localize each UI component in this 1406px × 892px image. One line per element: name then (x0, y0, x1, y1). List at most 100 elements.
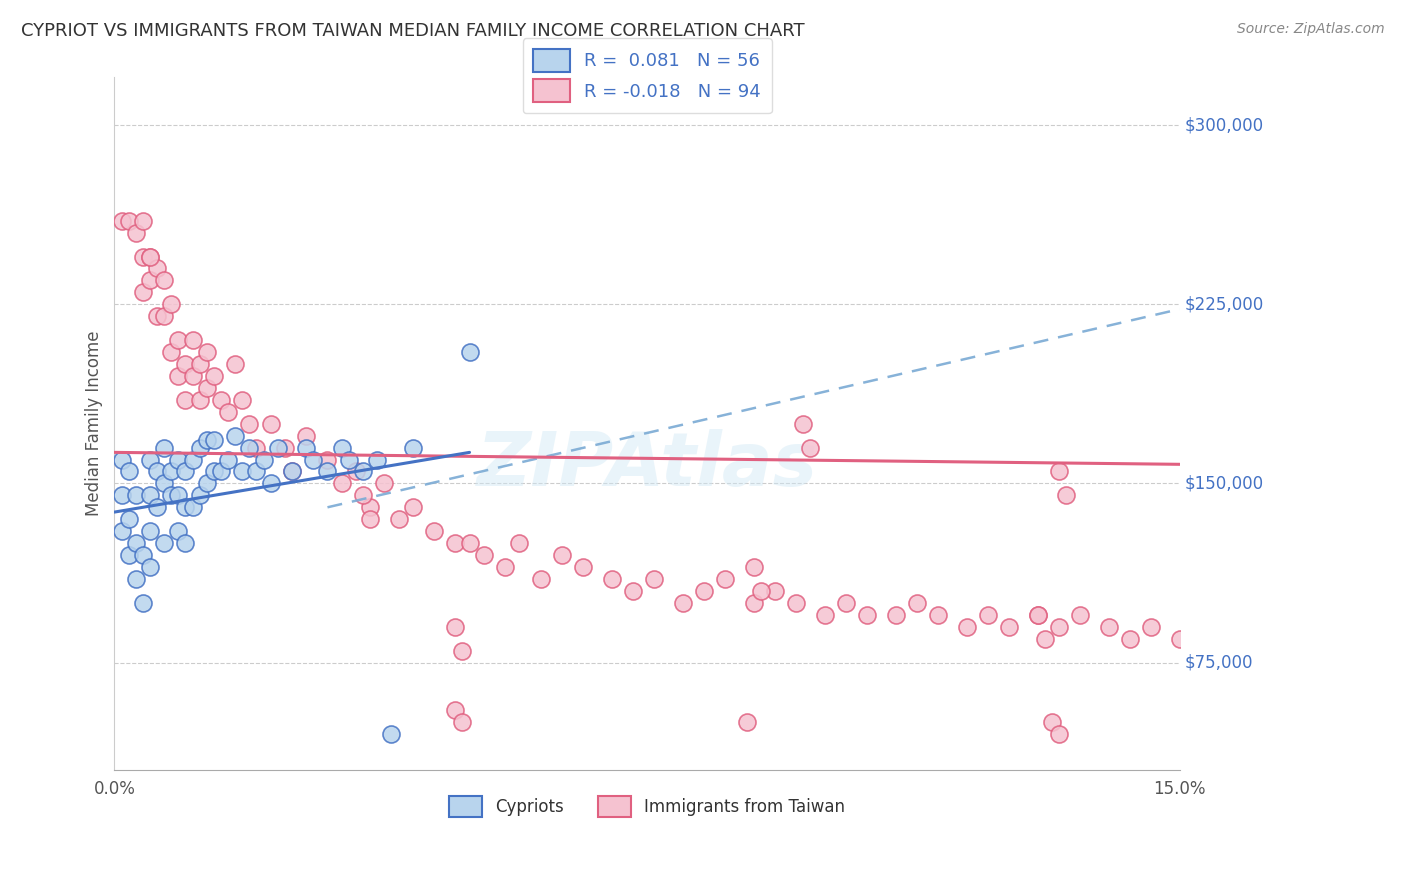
Point (217, 405, 239, 419)
Y-axis label: Median Family Income: Median Family Income (86, 331, 103, 516)
Point (927, 607, 949, 622)
Point (139, 560, 162, 574)
Point (1047, 465, 1070, 479)
Point (153, 476, 176, 491)
Point (693, 583, 716, 598)
Point (160, 297, 183, 311)
Point (132, 596, 155, 610)
Point (352, 488, 374, 502)
Point (295, 428, 318, 442)
Point (295, 441, 318, 455)
Point (785, 596, 807, 610)
Point (458, 345, 481, 359)
Point (132, 548, 155, 562)
Point (224, 357, 246, 371)
Point (117, 213, 139, 227)
Point (352, 465, 374, 479)
Point (188, 441, 211, 455)
Point (174, 500, 197, 515)
Point (472, 548, 495, 562)
Point (245, 465, 267, 479)
Point (742, 560, 765, 574)
Point (231, 392, 253, 407)
Point (110, 488, 132, 502)
Point (110, 524, 132, 538)
Point (125, 536, 148, 550)
Point (1047, 727, 1070, 741)
Point (956, 620, 979, 634)
Text: Source: ZipAtlas.com: Source: ZipAtlas.com (1237, 22, 1385, 37)
Point (139, 250, 162, 264)
Point (174, 536, 197, 550)
Point (494, 560, 516, 574)
Text: ZIPAtlas: ZIPAtlas (477, 429, 818, 502)
Point (359, 500, 381, 515)
Point (167, 333, 190, 347)
Point (1047, 620, 1070, 634)
Point (799, 441, 821, 455)
Point (281, 465, 304, 479)
Point (209, 465, 232, 479)
Point (181, 500, 204, 515)
Point (330, 476, 353, 491)
Point (444, 703, 467, 717)
Point (380, 727, 402, 741)
Point (267, 441, 290, 455)
Point (344, 465, 367, 479)
Legend: Cypriots, Immigrants from Taiwan: Cypriots, Immigrants from Taiwan (443, 789, 852, 824)
Point (1119, 632, 1142, 646)
Point (366, 452, 388, 467)
Point (302, 452, 325, 467)
Point (195, 434, 218, 448)
Point (763, 583, 786, 598)
Point (167, 368, 190, 383)
Point (153, 273, 176, 287)
Point (132, 285, 155, 300)
Point (202, 368, 225, 383)
Point (671, 596, 693, 610)
Text: $150,000: $150,000 (1185, 475, 1264, 492)
Point (998, 620, 1021, 634)
Point (260, 476, 283, 491)
Point (139, 250, 162, 264)
Point (217, 452, 239, 467)
Point (202, 434, 225, 448)
Point (160, 345, 183, 359)
Point (139, 452, 162, 467)
Point (209, 392, 232, 407)
Point (1168, 632, 1191, 646)
Point (231, 465, 253, 479)
Point (174, 357, 197, 371)
Point (238, 417, 260, 431)
Point (167, 524, 190, 538)
Point (444, 536, 467, 550)
Point (195, 381, 218, 395)
Point (600, 572, 623, 586)
Point (274, 441, 297, 455)
Point (181, 368, 204, 383)
Point (132, 213, 155, 227)
Point (402, 441, 425, 455)
Point (188, 357, 211, 371)
Point (202, 465, 225, 479)
Point (139, 273, 162, 287)
Point (238, 441, 260, 455)
Point (181, 333, 204, 347)
Point (174, 392, 197, 407)
Point (245, 441, 267, 455)
Point (735, 715, 758, 730)
Point (337, 452, 360, 467)
Point (551, 548, 574, 562)
Point (1026, 607, 1049, 622)
Point (330, 441, 353, 455)
Point (281, 465, 304, 479)
Point (117, 548, 139, 562)
Point (508, 536, 530, 550)
Point (529, 572, 551, 586)
Point (572, 560, 595, 574)
Point (117, 465, 139, 479)
Point (316, 452, 339, 467)
Point (444, 620, 467, 634)
Point (146, 465, 169, 479)
Point (458, 536, 481, 550)
